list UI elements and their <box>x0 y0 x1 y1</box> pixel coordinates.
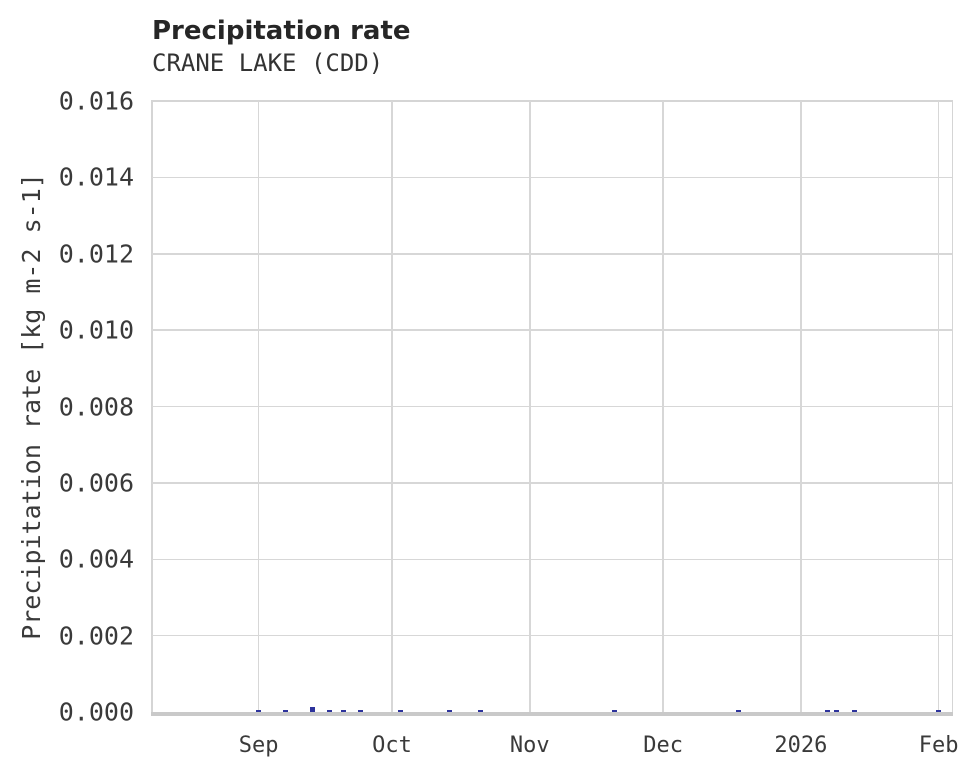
precipitation-bar <box>256 709 262 712</box>
plot-spine-left <box>151 100 153 712</box>
h-gridline <box>152 329 952 331</box>
y-tick-label: 0.006 <box>58 468 134 498</box>
plot-spine-top <box>151 100 953 102</box>
plot-spine-right <box>951 100 953 716</box>
y-tick-label: 0.004 <box>58 544 134 574</box>
precipitation-bar <box>936 709 942 712</box>
precipitation-bar <box>833 709 839 712</box>
precipitation-bar <box>825 709 831 712</box>
v-gridline <box>800 101 802 712</box>
precipitation-bar <box>398 710 404 712</box>
h-gridline <box>152 176 952 179</box>
h-gridline <box>152 482 952 484</box>
y-tick-label: 0.014 <box>58 162 134 192</box>
precipitation-bar <box>611 710 617 712</box>
precipitation-bar <box>282 710 288 712</box>
y-tick-label: 0.000 <box>58 697 134 727</box>
x-tick-label: Nov <box>509 733 550 758</box>
y-tick-label: 0.008 <box>58 392 134 421</box>
v-gridline <box>662 101 664 712</box>
x-tick-label: Sep <box>238 733 279 758</box>
h-gridline <box>152 558 952 560</box>
h-gridline <box>152 405 952 408</box>
plot-spine-bottom <box>151 712 953 716</box>
precipitation-bar <box>478 710 484 712</box>
v-gridline <box>529 101 531 712</box>
precipitation-bar <box>340 709 346 712</box>
chart-subtitle: CRANE LAKE (CDD) <box>152 49 384 77</box>
y-tick-label: 0.012 <box>58 239 134 269</box>
x-tick-label: Oct <box>372 733 412 758</box>
y-tick-label: 0.016 <box>58 86 134 116</box>
h-gridline <box>152 253 952 255</box>
precipitation-bar <box>327 709 333 712</box>
v-gridline <box>391 101 393 712</box>
precipitation-bar <box>447 709 453 712</box>
x-tick-label: Dec <box>643 733 683 758</box>
chart-title: Precipitation rate <box>152 16 411 46</box>
precipitation-bar <box>736 710 742 712</box>
x-tick-label: 2026 <box>774 733 828 758</box>
y-tick-label: 0.010 <box>58 315 134 345</box>
x-tick-label: Feb <box>918 733 959 758</box>
h-gridline <box>152 634 952 637</box>
precipitation-bar <box>851 710 857 712</box>
precipitation-bar <box>309 707 315 712</box>
v-gridline <box>937 101 940 712</box>
y-tick-label: 0.002 <box>58 621 134 651</box>
v-gridline <box>257 101 260 712</box>
precipitation-bar <box>358 710 364 712</box>
